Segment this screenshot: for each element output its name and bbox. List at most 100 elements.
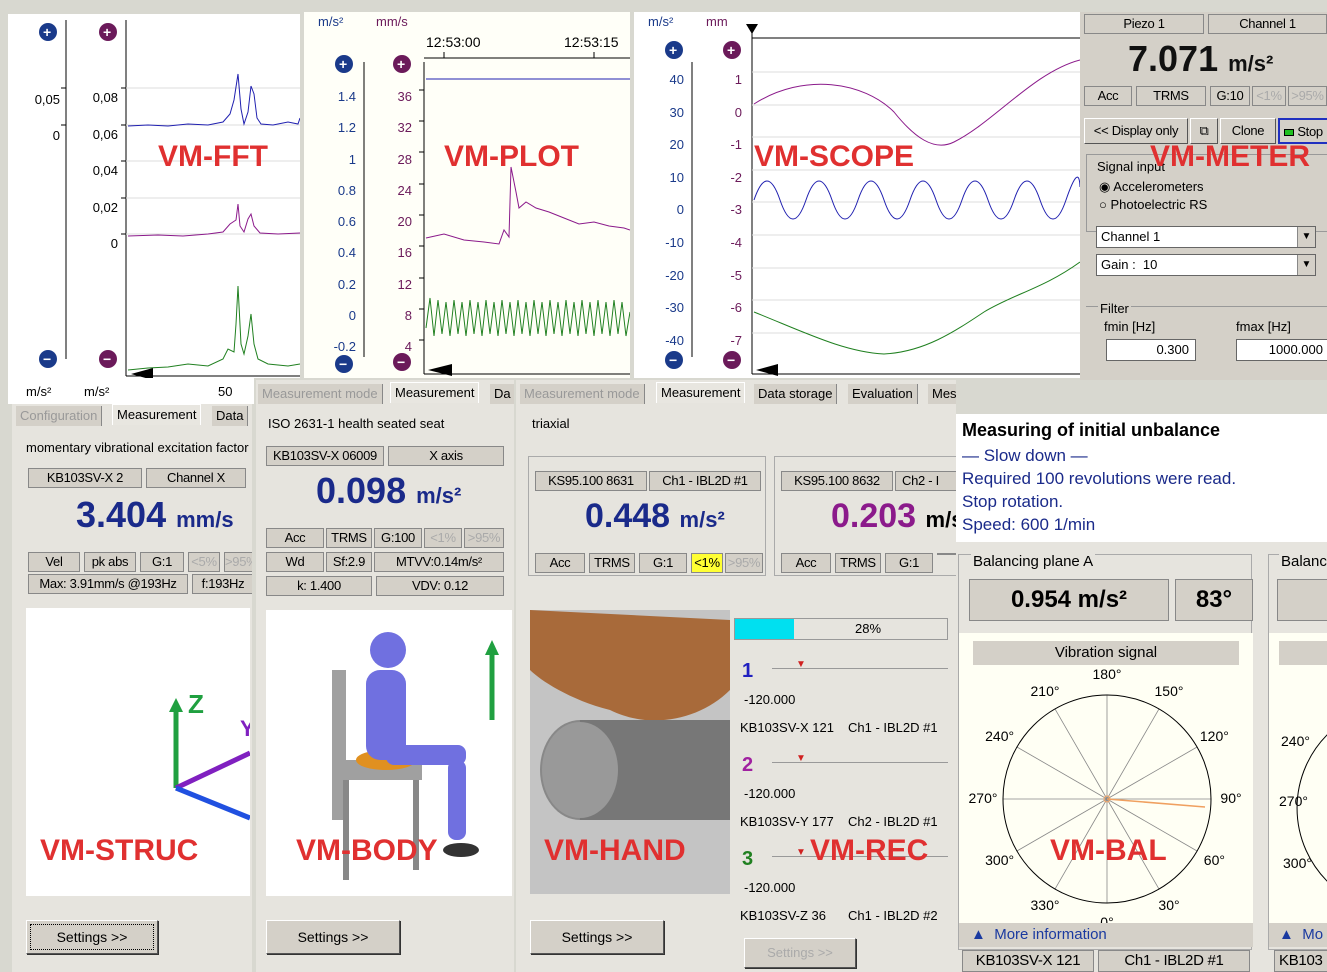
body-acc: Acc bbox=[266, 528, 324, 548]
unbalance-vector bbox=[1106, 798, 1206, 808]
display-only-button[interactable]: << Display only bbox=[1084, 118, 1188, 144]
body-axis: X axis bbox=[388, 446, 504, 466]
tick: 40 bbox=[669, 72, 684, 87]
rec-track-channel: Ch2 - IBL2D #1 bbox=[848, 814, 938, 829]
tick: 1.2 bbox=[337, 120, 356, 136]
tick: 0.4 bbox=[337, 245, 356, 261]
tab-messengers[interactable]: Messengers bbox=[928, 384, 956, 404]
copy-icon[interactable]: ⧉ bbox=[1190, 118, 1218, 144]
rec-slider[interactable]: ▼ bbox=[772, 847, 948, 872]
tab-measurement-mode[interactable]: Measurement mode bbox=[258, 384, 383, 404]
radio-accelerometers[interactable]: ◉ Accelerometers bbox=[1099, 179, 1204, 195]
polar-angle-label: 30° bbox=[1158, 897, 1180, 914]
fmax-input[interactable]: 1000.000 bbox=[1236, 339, 1327, 361]
hand-ch1-lo: <1% bbox=[691, 553, 723, 573]
body-sf: Sf:2.9 bbox=[326, 552, 372, 572]
filter-label: Filter bbox=[1098, 301, 1131, 316]
tick: 10 bbox=[669, 169, 684, 185]
hand-ch2-lo bbox=[937, 553, 956, 555]
rec-track-channel: Ch1 - IBL2D #1 bbox=[848, 720, 938, 735]
hand-grip-icon bbox=[530, 610, 730, 894]
body-settings-button[interactable]: Settings >> bbox=[266, 920, 400, 954]
rec-slider[interactable]: ▼ bbox=[772, 753, 948, 778]
clone-button[interactable]: Clone bbox=[1220, 118, 1276, 144]
tick: 0,02 bbox=[92, 199, 118, 215]
meter-lo: <1% bbox=[1252, 86, 1286, 106]
hand-ch1-acc: Acc bbox=[535, 553, 585, 573]
struc-hi: >95% bbox=[224, 552, 252, 572]
svg-text:+: + bbox=[669, 42, 677, 58]
hand-ch1-hi: >95% bbox=[725, 553, 763, 573]
fft-right-ticks: 0,08 0,06 0,04 0,02 0 bbox=[82, 80, 118, 263]
stop-button[interactable]: Stop bbox=[1278, 118, 1327, 144]
bal-b-signal-header bbox=[1279, 641, 1327, 665]
label-vm-struc: VM-STRUC bbox=[40, 834, 199, 867]
polar-spoke bbox=[1016, 746, 1108, 800]
hand-ch1-frame: KS95.100 8631 Ch1 - IBL2D #1 0.448 m/s² … bbox=[528, 456, 766, 576]
chevron-down-icon: ▼ bbox=[1297, 255, 1315, 275]
seated-person-icon bbox=[332, 632, 499, 880]
channel-select[interactable]: Channel 1 ▼ bbox=[1096, 226, 1316, 248]
fmin-label: fmin [Hz] bbox=[1104, 319, 1156, 334]
tab-data[interactable]: Da bbox=[490, 384, 514, 404]
bal-plane-b: Balanc 240° 270° 300° ▲ Mo bbox=[1268, 553, 1327, 950]
tab-measurement[interactable]: Measurement bbox=[390, 382, 480, 403]
rec-track-value: -120.000 bbox=[744, 786, 796, 801]
slider-thumb-icon: ▼ bbox=[796, 753, 806, 764]
body-unit: m/s² bbox=[416, 483, 462, 508]
bal-panel: Measuring of initial unbalance — Slow do… bbox=[956, 414, 1327, 972]
rec-settings-button[interactable]: Settings >> bbox=[744, 938, 856, 968]
tick: 0,04 bbox=[92, 163, 118, 178]
plot-chart: + + − − bbox=[335, 52, 630, 376]
tab-measurement[interactable]: Measurement bbox=[656, 382, 746, 403]
tick: 0 bbox=[734, 104, 742, 120]
rec-track: 2 ▼ -120.000 KB103SV-Y 177 Ch2 - IBL2D #1 bbox=[732, 750, 948, 840]
label-vm-bal: VM-BAL bbox=[1050, 834, 1167, 867]
tick: 4 bbox=[404, 339, 412, 355]
tick: 0.8 bbox=[337, 182, 356, 198]
scope-chart: + + − − bbox=[665, 24, 1080, 376]
rec-progress-text: 28% bbox=[855, 621, 882, 636]
body-wd: Wd bbox=[266, 552, 324, 572]
bal-line: — Slow down — bbox=[962, 446, 1088, 465]
polar-chart bbox=[1002, 694, 1212, 904]
polar-spoke bbox=[1016, 798, 1108, 852]
struc-value: 3.404 mm/s bbox=[76, 494, 234, 536]
hand-ch2-unit: m/s² bbox=[925, 507, 956, 532]
tab-measurement-mode[interactable]: Measurement mode bbox=[520, 384, 645, 404]
radio-photoelectric[interactable]: ○ Photoelectric RS bbox=[1099, 197, 1207, 212]
hand-ch1-value: 0.448 m/s² bbox=[585, 497, 725, 536]
meter-value: 7.071 m/s² bbox=[1128, 38, 1273, 80]
body-value-number: 0.098 bbox=[316, 470, 407, 511]
plot-right-ticks: 36 32 28 24 20 16 12 8 4 bbox=[380, 81, 412, 363]
body-trms: TRMS bbox=[326, 528, 372, 548]
struc-settings-button[interactable]: Settings >> bbox=[26, 920, 158, 954]
rec-track-number: 3 bbox=[742, 848, 754, 870]
struc-panel: Configuration Measurement Data momentary… bbox=[12, 404, 252, 972]
tick: 1 bbox=[734, 72, 742, 87]
svg-text:−: − bbox=[339, 356, 347, 372]
hand-settings-button[interactable]: Settings >> bbox=[530, 920, 664, 954]
tab-measurement[interactable]: Measurement bbox=[112, 404, 202, 425]
rec-slider[interactable]: ▼ bbox=[772, 659, 948, 684]
tick: -0.2 bbox=[333, 339, 356, 355]
radio-label: Photoelectric RS bbox=[1110, 197, 1208, 212]
meter-hi: >95% bbox=[1288, 86, 1327, 106]
gain-select[interactable]: Gain : 10 ▼ bbox=[1096, 254, 1316, 276]
tab-data-storage[interactable]: Data storage bbox=[754, 384, 838, 404]
tab-data[interactable]: Data bbox=[212, 406, 249, 426]
polar-spoke bbox=[1106, 746, 1198, 800]
polar-angle-label: 90° bbox=[1220, 790, 1242, 806]
more-info-link[interactable]: ▲ More information bbox=[959, 923, 1253, 947]
tab-evaluation[interactable]: Evaluation bbox=[848, 384, 918, 404]
svg-text:−: − bbox=[103, 351, 111, 367]
rec-progress-fill bbox=[735, 619, 794, 639]
fft-bottom-strip bbox=[8, 378, 254, 404]
hand-ch1-gain: G:1 bbox=[639, 553, 687, 573]
tab-configuration[interactable]: Configuration bbox=[16, 406, 103, 426]
label-vm-rec: VM-REC bbox=[810, 834, 929, 867]
signal-input-label: Signal input bbox=[1097, 159, 1165, 174]
polar-spoke bbox=[1106, 708, 1160, 800]
fmin-input[interactable]: 0.300 bbox=[1106, 339, 1196, 361]
more-info-link-b[interactable]: ▲ Mo bbox=[1269, 923, 1327, 947]
